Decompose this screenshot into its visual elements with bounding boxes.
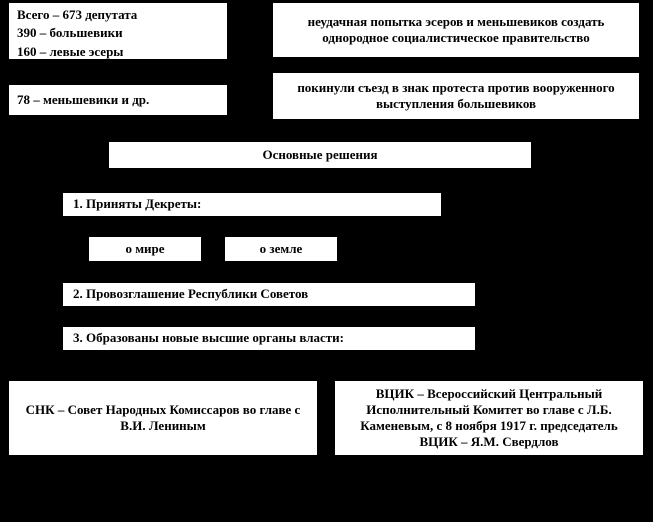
decrees-item: 1. Приняты Декреты:	[62, 192, 442, 217]
vcik-box: ВЦИК – Всероссийский Центральный Исполни…	[334, 380, 644, 456]
decisions-header: Основные решения	[108, 141, 532, 169]
organs-item: 3. Образованы новые высшие органы власти…	[62, 326, 476, 351]
snk-box: СНК – Совет Народных Комиссаров во главе…	[8, 380, 318, 456]
republic-item: 2. Провозглашение Республики Советов	[62, 282, 476, 307]
decree-land: о земле	[224, 236, 338, 262]
decree-peace: о мире	[88, 236, 202, 262]
deputies-line-left-srs: 160 – левые эсеры	[17, 44, 123, 60]
deputies-box: Всего – 673 депутата 390 – большевики 16…	[8, 2, 228, 60]
mensheviks-box: 78 – меньшевики и др.	[8, 84, 228, 116]
protest-box: покинули съезд в знак протеста против во…	[272, 72, 640, 120]
deputies-line-bolsheviks: 390 – большевики	[17, 25, 123, 41]
attempt-box: неудачная попытка эсеров и меньшевиков с…	[272, 2, 640, 58]
deputies-line-total: Всего – 673 депутата	[17, 7, 137, 23]
